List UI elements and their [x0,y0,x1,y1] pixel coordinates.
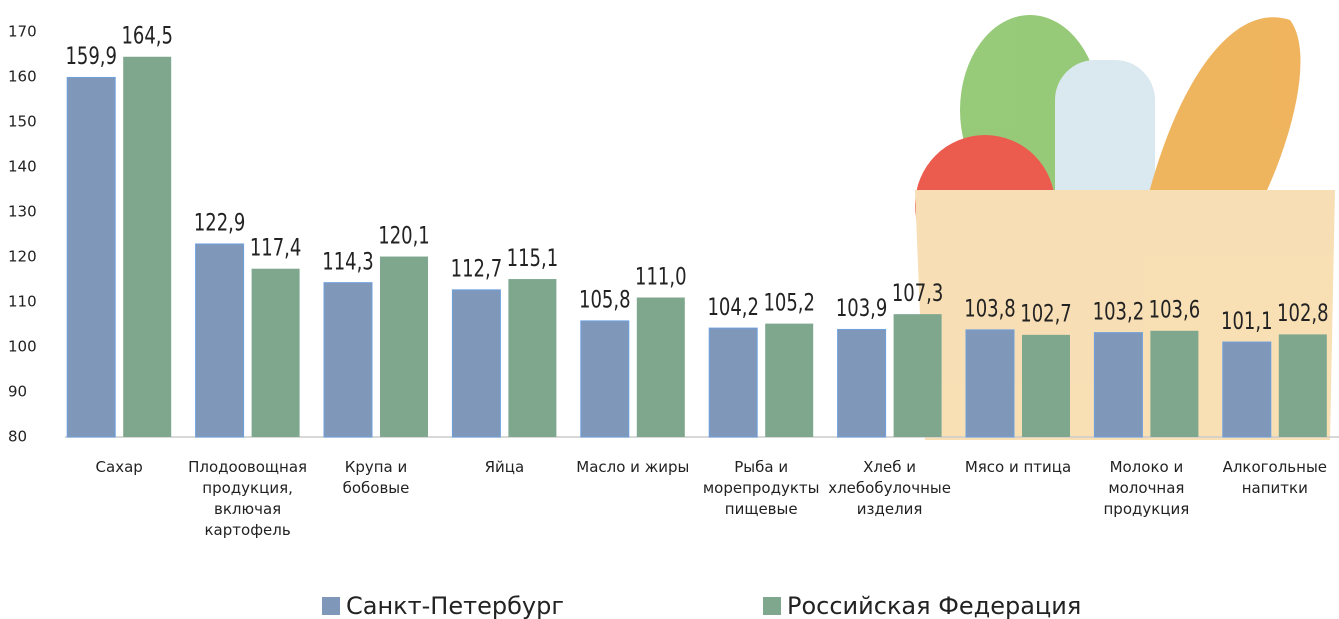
y-tick-label: 130 [8,203,37,221]
value-label: 103,2 [1093,298,1145,326]
x-tick-label: Крупа и бобовые [312,457,440,499]
y-tick-label: 160 [8,68,37,86]
value-label: 102,7 [1020,300,1072,328]
bar [196,244,244,437]
value-label: 103,8 [964,295,1016,323]
bar [709,328,757,437]
value-label: 104,2 [707,293,759,321]
y-tick-label: 80 [8,428,27,446]
x-tick-label: Молоко и молочная продукция [1082,457,1210,520]
x-tick-label: Алкогольные напитки [1211,457,1339,499]
bar [1223,342,1271,437]
bar [67,77,115,437]
y-tick-label: 110 [8,293,37,311]
bar [1150,331,1198,437]
y-tick-label: 170 [8,23,37,41]
y-tick-label: 100 [8,338,37,356]
x-tick-label: Масло и жиры [569,457,697,478]
bar [838,329,886,437]
bar [1279,334,1327,437]
bar [123,57,171,437]
legend-label: Санкт-Петербург [346,592,564,619]
x-tick-label: Плодоовощная продукция, включая картофел… [184,457,312,541]
y-tick-label: 140 [8,158,37,176]
legend-label: Российская Федерация [787,592,1081,619]
x-tick-label: Сахар [55,457,183,478]
value-label: 101,1 [1221,307,1273,335]
bar [1094,333,1142,437]
value-label: 111,0 [635,263,687,291]
x-tick-label: Хлеб и хлебобулочные изделия [826,457,954,520]
bar [966,330,1014,437]
page: 80 90 100 110 120 130 140 150 160 170 159,9164,5 12… [0,0,1339,619]
x-tick-label: Рыба и морепродукты пищевые [697,457,825,520]
x-tick-label: Яйца [440,457,568,478]
bar [252,269,300,437]
y-tick-label: 150 [8,113,37,131]
bar [1022,335,1070,437]
y-tick-label: 90 [8,383,27,401]
bar [452,290,500,437]
value-label: 120,1 [378,222,430,250]
value-label: 107,3 [892,279,944,307]
value-label: 164,5 [121,22,173,50]
bar [508,279,556,437]
value-label: 117,4 [250,234,302,262]
value-label: 105,2 [763,289,815,317]
value-label: 105,8 [579,286,631,314]
bar [765,324,813,437]
x-tick-label: Мясо и птица [954,457,1082,478]
value-label: 159,9 [65,43,117,71]
bar [894,314,942,437]
y-tick-label: 120 [8,248,37,266]
bar [324,283,372,437]
value-label: 112,7 [451,255,503,283]
value-label: 114,3 [322,248,374,276]
value-label: 103,6 [1149,296,1201,324]
value-label: 122,9 [194,209,246,237]
value-label: 103,9 [836,295,888,323]
bar [380,257,428,437]
value-label: 102,8 [1277,300,1329,328]
value-label: 115,1 [507,244,559,272]
bar [581,321,629,437]
legend-swatch [322,597,340,615]
bar [637,298,685,438]
legend-swatch [763,597,781,615]
